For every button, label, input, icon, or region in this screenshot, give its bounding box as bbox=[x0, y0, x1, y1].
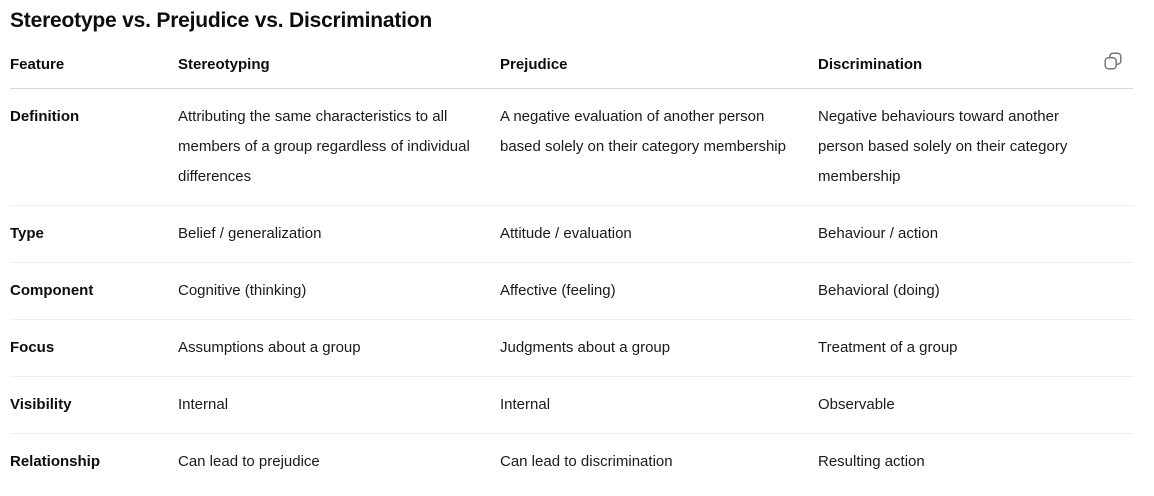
row-label: Visibility bbox=[10, 376, 178, 434]
table-cell: Affective (feeling) bbox=[500, 262, 818, 320]
table-row: Visibility Internal Internal Observable bbox=[10, 376, 1133, 434]
table-cell: Negative behaviours toward another perso… bbox=[818, 88, 1133, 206]
table-row: Type Belief / generalization Attitude / … bbox=[10, 205, 1133, 263]
table-cell: Observable bbox=[818, 376, 1133, 434]
table-row: Definition Attributing the same characte… bbox=[10, 88, 1133, 206]
table-cell: Internal bbox=[178, 376, 500, 434]
copy-icon-glyph bbox=[1104, 52, 1122, 70]
table-cell: Treatment of a group bbox=[818, 319, 1133, 377]
table-cell: Attitude / evaluation bbox=[500, 205, 818, 263]
table-cell: Assumptions about a group bbox=[178, 319, 500, 377]
comparison-table: Feature Stereotyping Prejudice Discrimin… bbox=[10, 44, 1133, 490]
column-header-prejudice: Prejudice bbox=[500, 44, 818, 89]
column-header-feature: Feature bbox=[10, 44, 178, 89]
column-header-discrimination: Discrimination bbox=[818, 44, 1133, 89]
table-cell: Attributing the same characteristics to … bbox=[178, 88, 500, 206]
row-label: Focus bbox=[10, 319, 178, 377]
table-row: Relationship Can lead to prejudice Can l… bbox=[10, 434, 1133, 491]
column-header-stereotyping: Stereotyping bbox=[178, 44, 500, 89]
table-header-row: Feature Stereotyping Prejudice Discrimin… bbox=[10, 44, 1133, 89]
table-row: Focus Assumptions about a group Judgment… bbox=[10, 319, 1133, 377]
table-cell: Resulting action bbox=[818, 453, 925, 470]
row-label: Relationship bbox=[10, 453, 101, 470]
table-cell: Behavioral (doing) bbox=[818, 262, 1133, 320]
table-cell: Can lead to prejudice bbox=[178, 453, 320, 470]
table-cell: Internal bbox=[500, 376, 818, 434]
page-title: Stereotype vs. Prejudice vs. Discriminat… bbox=[10, 9, 433, 32]
table-cell: Can lead to discrimination bbox=[500, 453, 673, 470]
table-row: Component Cognitive (thinking) Affective… bbox=[10, 262, 1133, 320]
table-cell: Behaviour / action bbox=[818, 205, 1133, 263]
row-label: Component bbox=[10, 262, 178, 320]
table-cell: A negative evaluation of another person … bbox=[500, 88, 818, 206]
table-cell: Judgments about a group bbox=[500, 319, 818, 377]
copy-icon[interactable] bbox=[1100, 48, 1126, 74]
table-cell: Cognitive (thinking) bbox=[178, 262, 500, 320]
table-cell: Belief / generalization bbox=[178, 205, 500, 263]
row-label: Type bbox=[10, 205, 178, 263]
row-label: Definition bbox=[10, 88, 178, 206]
